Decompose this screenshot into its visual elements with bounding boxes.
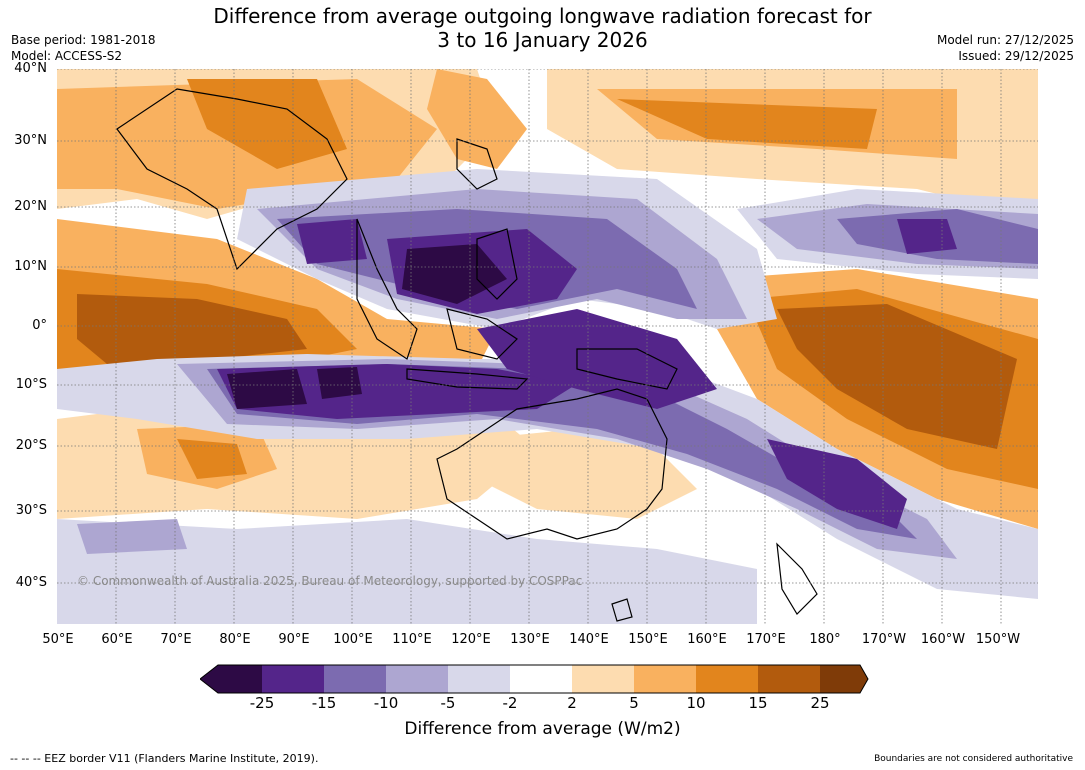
lon-label: 70°E: [160, 632, 192, 647]
lon-label: 170°W: [861, 632, 907, 647]
field-indian-ocean-darkest: [77, 294, 307, 364]
coast-borneo: [446, 308, 518, 360]
lon-label: 110°E: [392, 632, 432, 647]
meta-right: Model run: 27/12/2025 Issued: 29/12/2025: [937, 32, 1074, 64]
eez-note: -- -- -- EEZ border V11 (Flanders Marine…: [10, 752, 319, 765]
lon-label: 150°W: [975, 632, 1021, 647]
lon-label: 170°E: [746, 632, 786, 647]
lon-label: 50°E: [42, 632, 74, 647]
lat-label: 30°N: [14, 133, 47, 148]
lat-label: 10°N: [14, 259, 47, 274]
title-line-2: 3 to 16 January 2026: [437, 28, 648, 52]
chart-title: Difference from average outgoing longwav…: [0, 4, 1085, 52]
cb-seg: [324, 665, 386, 693]
lat-label: 10°S: [15, 377, 47, 392]
lon-label: 90°E: [278, 632, 310, 647]
colorbar-tick: -25: [249, 694, 275, 712]
lat-label: 0°: [32, 318, 47, 333]
colorbar-label: Difference from average (W/m2): [404, 719, 681, 739]
issued-date: Issued: 29/12/2025: [958, 49, 1074, 63]
field-hawaii-deep: [897, 219, 957, 254]
cb-seg: [820, 665, 868, 693]
lon-label: 140°E: [569, 632, 609, 647]
coast-southeast-asia: [356, 218, 418, 360]
field-china-dark-orange: [187, 79, 347, 169]
colorbar-tick: 5: [629, 694, 639, 712]
lat-label: 40°S: [15, 575, 47, 590]
field-north-pacific-dark: [617, 99, 877, 149]
colorbar: [200, 664, 869, 694]
field-japan-orange: [427, 69, 527, 169]
cb-seg: [386, 665, 448, 693]
lon-label: 120°E: [451, 632, 491, 647]
field-bay-of-bengal-deep: [297, 219, 367, 264]
colorbar-tick: 25: [810, 694, 830, 712]
lat-label: 20°N: [14, 199, 47, 214]
coast-java: [406, 368, 529, 390]
lat-label: 40°N: [14, 61, 47, 76]
cb-seg: [510, 665, 572, 693]
field-central-pacific-darkest: [777, 304, 1017, 449]
cb-seg: [634, 665, 696, 693]
coast-philippines: [476, 228, 518, 300]
field-philippines-core: [402, 244, 507, 304]
lon-label: 100°E: [333, 632, 373, 647]
colorbar-tick: 10: [686, 694, 706, 712]
coast-new-zealand: [776, 542, 818, 615]
boundary-disclaimer: Boundaries are not considered authoritat…: [874, 754, 1073, 764]
field-timor-sea-deep: [217, 364, 577, 419]
copyright-notice: © Commonwealth of Australia 2025, Bureau…: [77, 574, 583, 588]
model-name: Model: ACCESS-S2: [11, 49, 123, 63]
cb-seg: [572, 665, 634, 693]
lon-label: 180°: [809, 632, 841, 647]
coastlines: [116, 88, 818, 622]
graticule: [57, 69, 1038, 624]
cb-seg: [696, 665, 758, 693]
lon-label: 160°W: [920, 632, 966, 647]
field-southern-indian-core: [227, 369, 307, 409]
colorbar-tick: 15: [748, 694, 768, 712]
coast-australia: [436, 388, 668, 540]
field-new-guinea-deep: [477, 309, 717, 409]
lon-label: 60°E: [101, 632, 133, 647]
field-southern-indian-core-2: [317, 367, 362, 399]
coast-tasmania: [611, 598, 633, 622]
meta-left: Base period: 1981-2018 Model: ACCESS-S2: [11, 32, 156, 64]
field-spcz-deep: [767, 439, 907, 529]
positive-anomaly-fields: [57, 69, 1038, 624]
base-period: Base period: 1981-2018: [11, 33, 156, 47]
coast-south-asia: [116, 88, 348, 271]
colorbar-tick: -15: [311, 694, 337, 712]
model-run: Model run: 27/12/2025: [936, 33, 1074, 47]
lon-label: 150°E: [628, 632, 668, 647]
field-southern-ocean-mid: [77, 519, 187, 554]
olr-anomaly-map: [57, 69, 1038, 624]
colorbar-tick: -2: [502, 694, 518, 712]
field-australia-light: [477, 429, 697, 519]
colorbar-outline: [200, 664, 869, 694]
lat-label: 30°S: [15, 503, 47, 518]
lon-label: 160°E: [687, 632, 727, 647]
title-line-1: Difference from average outgoing longwav…: [213, 4, 872, 28]
coast-new-guinea: [576, 348, 678, 390]
field-southern-indian-dark: [177, 439, 247, 479]
cb-seg: [262, 665, 324, 693]
colorbar-tick: -5: [440, 694, 456, 712]
cb-seg: [758, 665, 820, 693]
field-southern-ocean-light: [57, 519, 757, 624]
lon-label: 80°E: [219, 632, 251, 647]
cb-seg: [200, 665, 262, 693]
lat-label: 20°S: [15, 438, 47, 453]
colorbar-tick: 2: [567, 694, 577, 712]
lon-label: 130°E: [510, 632, 550, 647]
coast-korea-japan: [456, 138, 498, 190]
colorbar-tick: -10: [373, 694, 399, 712]
cb-seg: [448, 665, 510, 693]
negative-anomaly-fields: [57, 169, 1038, 624]
